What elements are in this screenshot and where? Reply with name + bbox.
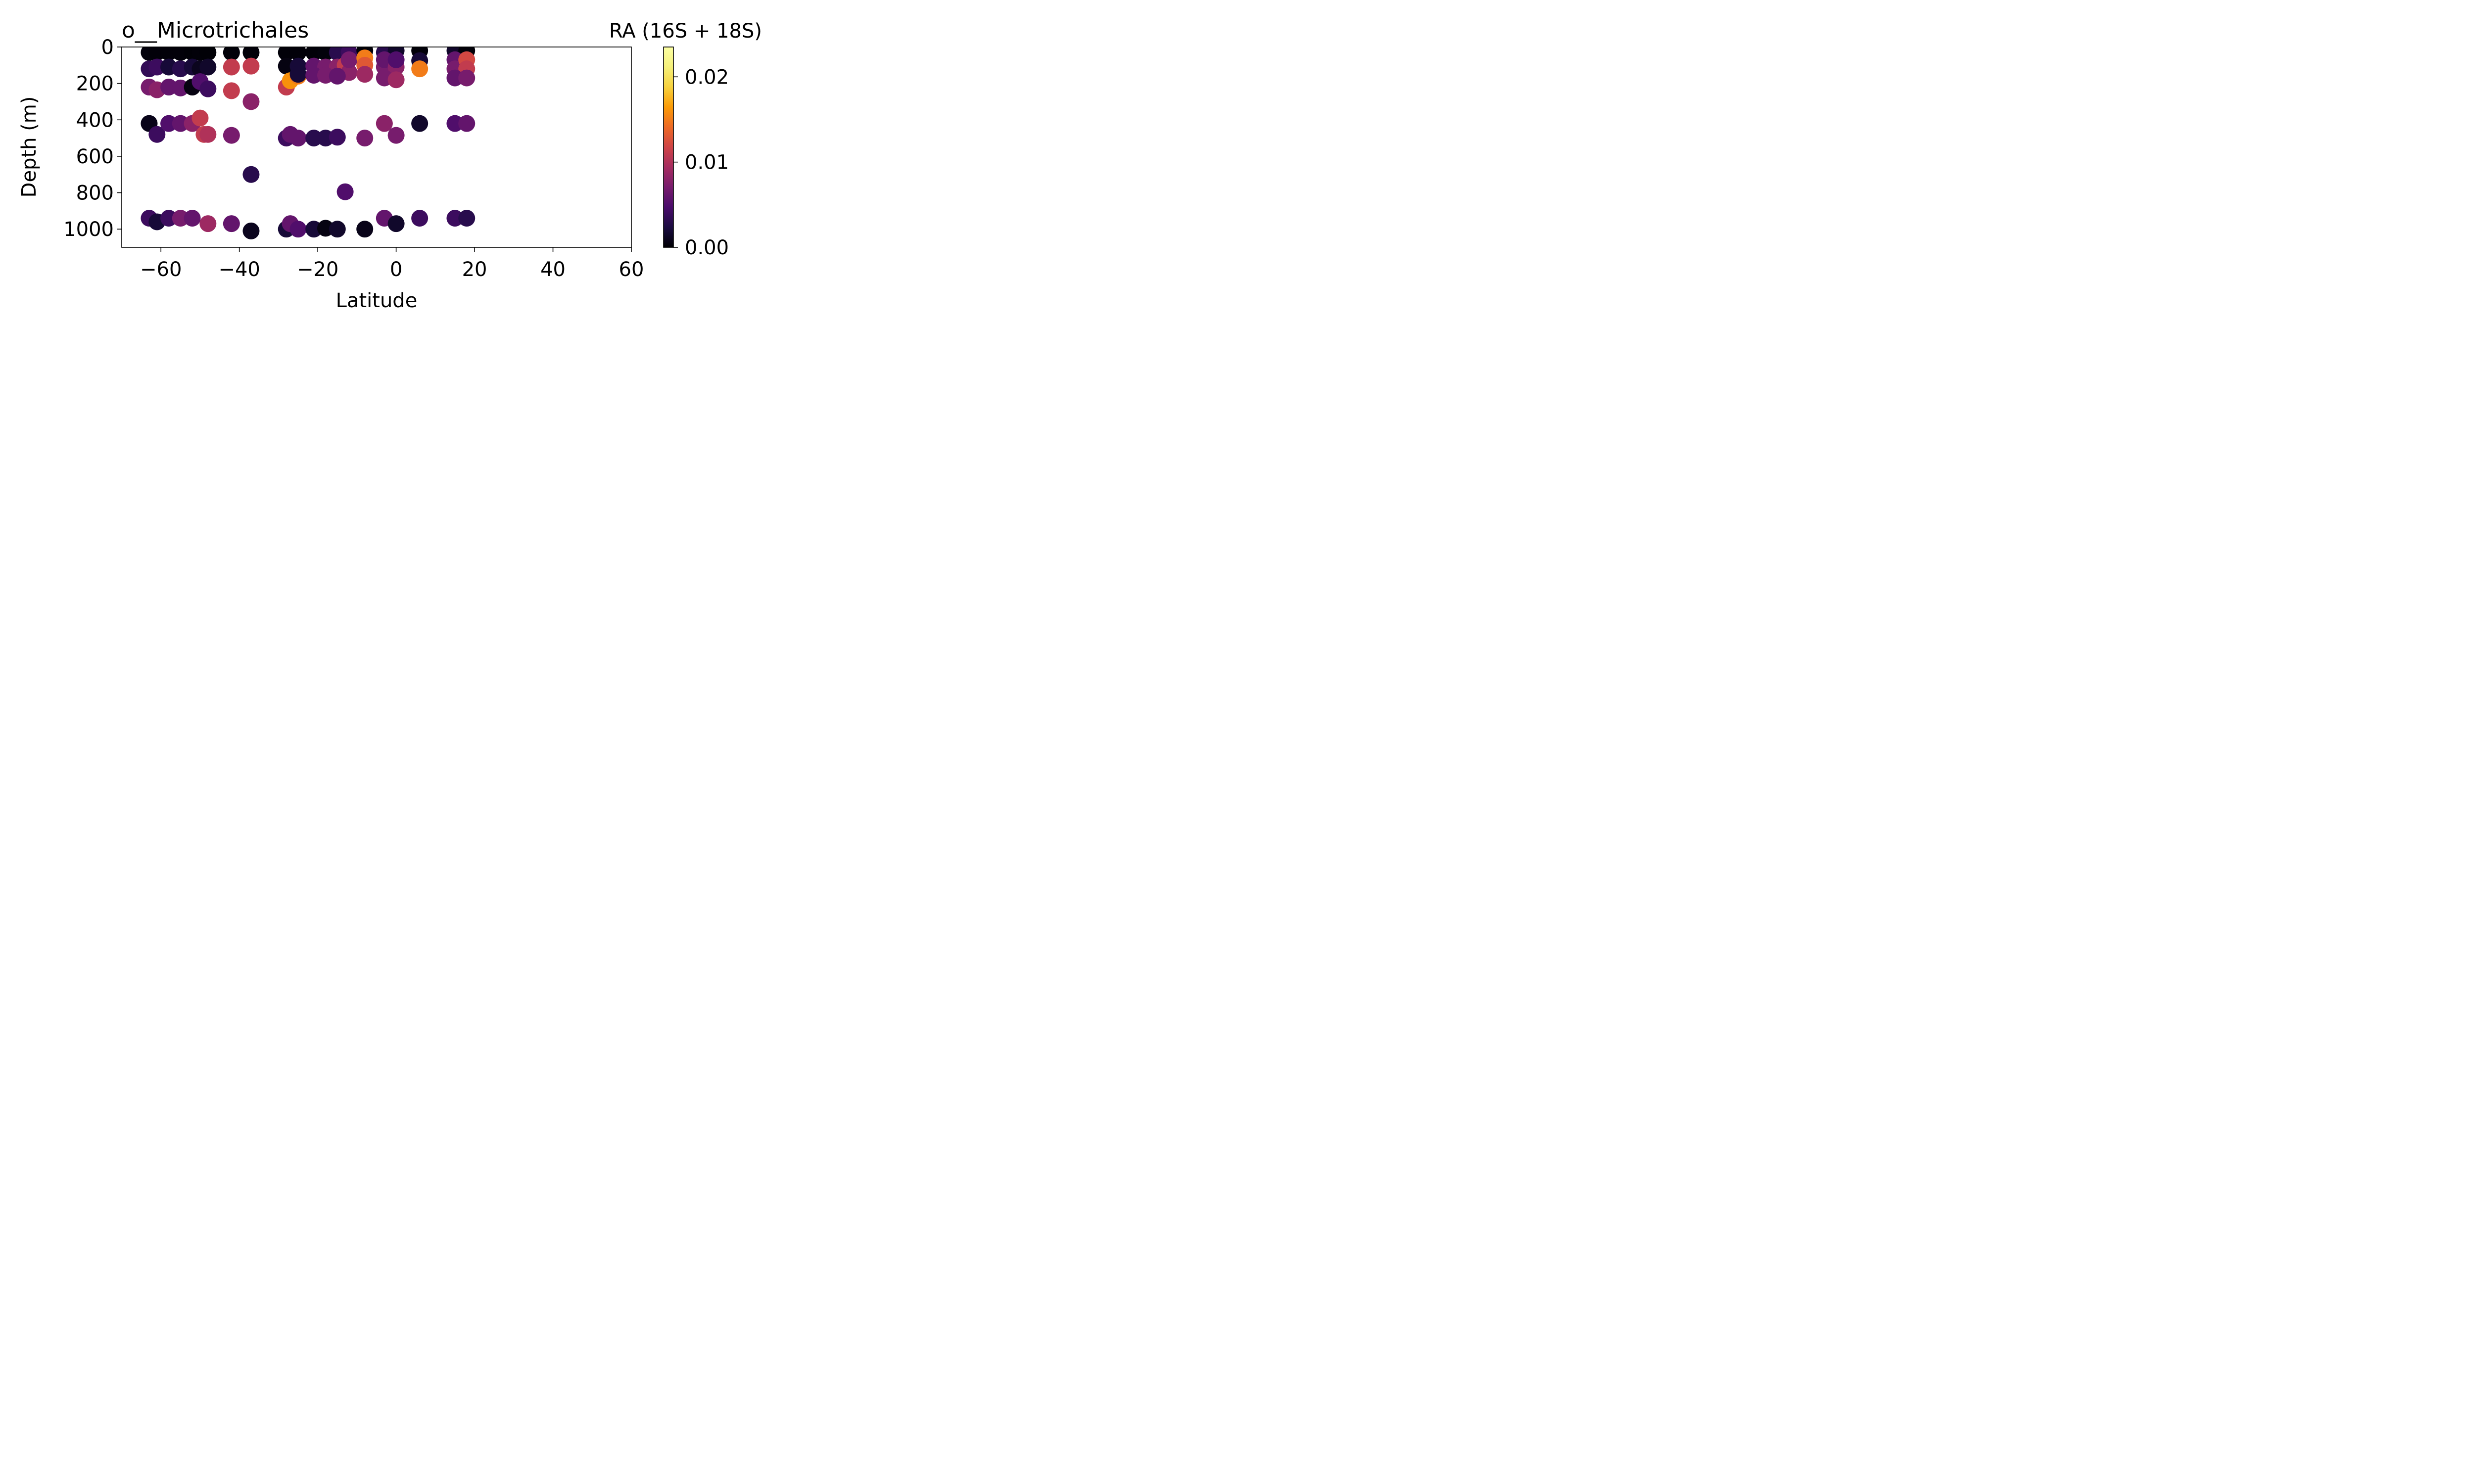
scatter-point	[411, 60, 428, 78]
x-axis-ticks: −60 −40 −20 0 20 40 60	[140, 247, 644, 281]
scatter-point	[242, 222, 260, 239]
y-tick-label: 800	[76, 182, 114, 205]
scatter-point	[242, 166, 260, 183]
plot-frame	[121, 46, 632, 248]
scatter-point	[411, 210, 428, 227]
scatter-point	[387, 215, 405, 232]
scatter-point	[305, 67, 323, 84]
scatter-point	[336, 183, 354, 200]
x-tick-label: 0	[390, 258, 402, 281]
scatter-point	[387, 127, 405, 144]
scatter-point	[223, 58, 240, 76]
scatter-point	[242, 93, 260, 110]
scatter-point	[199, 80, 217, 97]
scatter-point	[458, 115, 476, 132]
scatter-point	[191, 109, 209, 127]
x-tick-label: −20	[297, 258, 338, 281]
scatter-point	[199, 58, 217, 76]
x-tick-label: −60	[140, 258, 182, 281]
scatter-point	[387, 71, 405, 89]
scatter-point	[289, 130, 307, 147]
scatter-point	[278, 57, 295, 75]
scatter-point	[172, 210, 189, 227]
scatter-point	[223, 47, 240, 61]
x-tick-label: 60	[619, 258, 644, 281]
scatter-point	[289, 66, 307, 83]
scatter-point	[446, 69, 464, 87]
scatter-point	[148, 126, 166, 143]
scatter-point	[199, 47, 217, 61]
scatter-point	[223, 215, 240, 232]
scatter-point	[458, 210, 476, 227]
scatter-point	[329, 221, 346, 238]
scatter-point	[289, 47, 307, 61]
scatter-point	[458, 69, 476, 87]
scatter-point	[329, 67, 346, 85]
y-tick-label: 600	[76, 145, 114, 168]
x-tick-label: 20	[462, 258, 487, 281]
y-tick-label: 200	[76, 73, 114, 95]
colorbar-title: RA (16S + 18S)	[609, 20, 762, 43]
scatter-point	[242, 57, 260, 75]
scatter-point	[242, 47, 260, 61]
colorbar	[663, 46, 674, 248]
scatter-point	[356, 66, 374, 83]
scatter-point	[446, 115, 464, 132]
scatter-point	[148, 58, 166, 76]
scatter-point	[305, 130, 323, 147]
scatter-point	[172, 115, 189, 132]
x-tick-label: −40	[218, 258, 260, 281]
scatter-point	[446, 210, 464, 227]
colorbar-tick-label: 0.00	[685, 236, 729, 259]
scatter-point	[356, 130, 374, 147]
scatter-point	[376, 115, 393, 132]
y-tick-label: 0	[101, 36, 114, 59]
x-tick-label: 40	[540, 258, 566, 281]
scatter-point	[329, 129, 346, 146]
scatter-point	[340, 51, 358, 68]
chart-title: o__Microtrichales	[122, 18, 309, 43]
scatter-point	[223, 82, 240, 99]
y-axis-ticks: 0 200 400 600 800 1000	[63, 36, 122, 241]
colorbar-tick-label: 0.02	[685, 66, 729, 89]
scatter-point	[199, 215, 217, 232]
scatter-point	[160, 210, 178, 227]
y-tick-label: 400	[76, 109, 114, 132]
y-axis-label: Depth (m)	[18, 96, 41, 198]
scatter-point	[199, 126, 217, 143]
scatter-point	[289, 221, 307, 238]
scatter-point	[411, 115, 428, 132]
colorbar-tick-label: 0.01	[685, 151, 729, 174]
colorbar-ticks: 0.00 0.01 0.02	[673, 66, 729, 259]
scatter-point	[223, 127, 240, 144]
scatter-point	[356, 221, 374, 238]
scatter-point	[387, 51, 405, 68]
figure: o__Microtrichales RA (16S + 18S) −60 −40−…	[18, 18, 762, 312]
scatter-point	[160, 115, 178, 132]
scatter-point	[184, 210, 201, 227]
x-axis-label: Latitude	[336, 289, 418, 312]
scatter-points	[141, 47, 476, 239]
y-tick-label: 1000	[63, 218, 114, 241]
